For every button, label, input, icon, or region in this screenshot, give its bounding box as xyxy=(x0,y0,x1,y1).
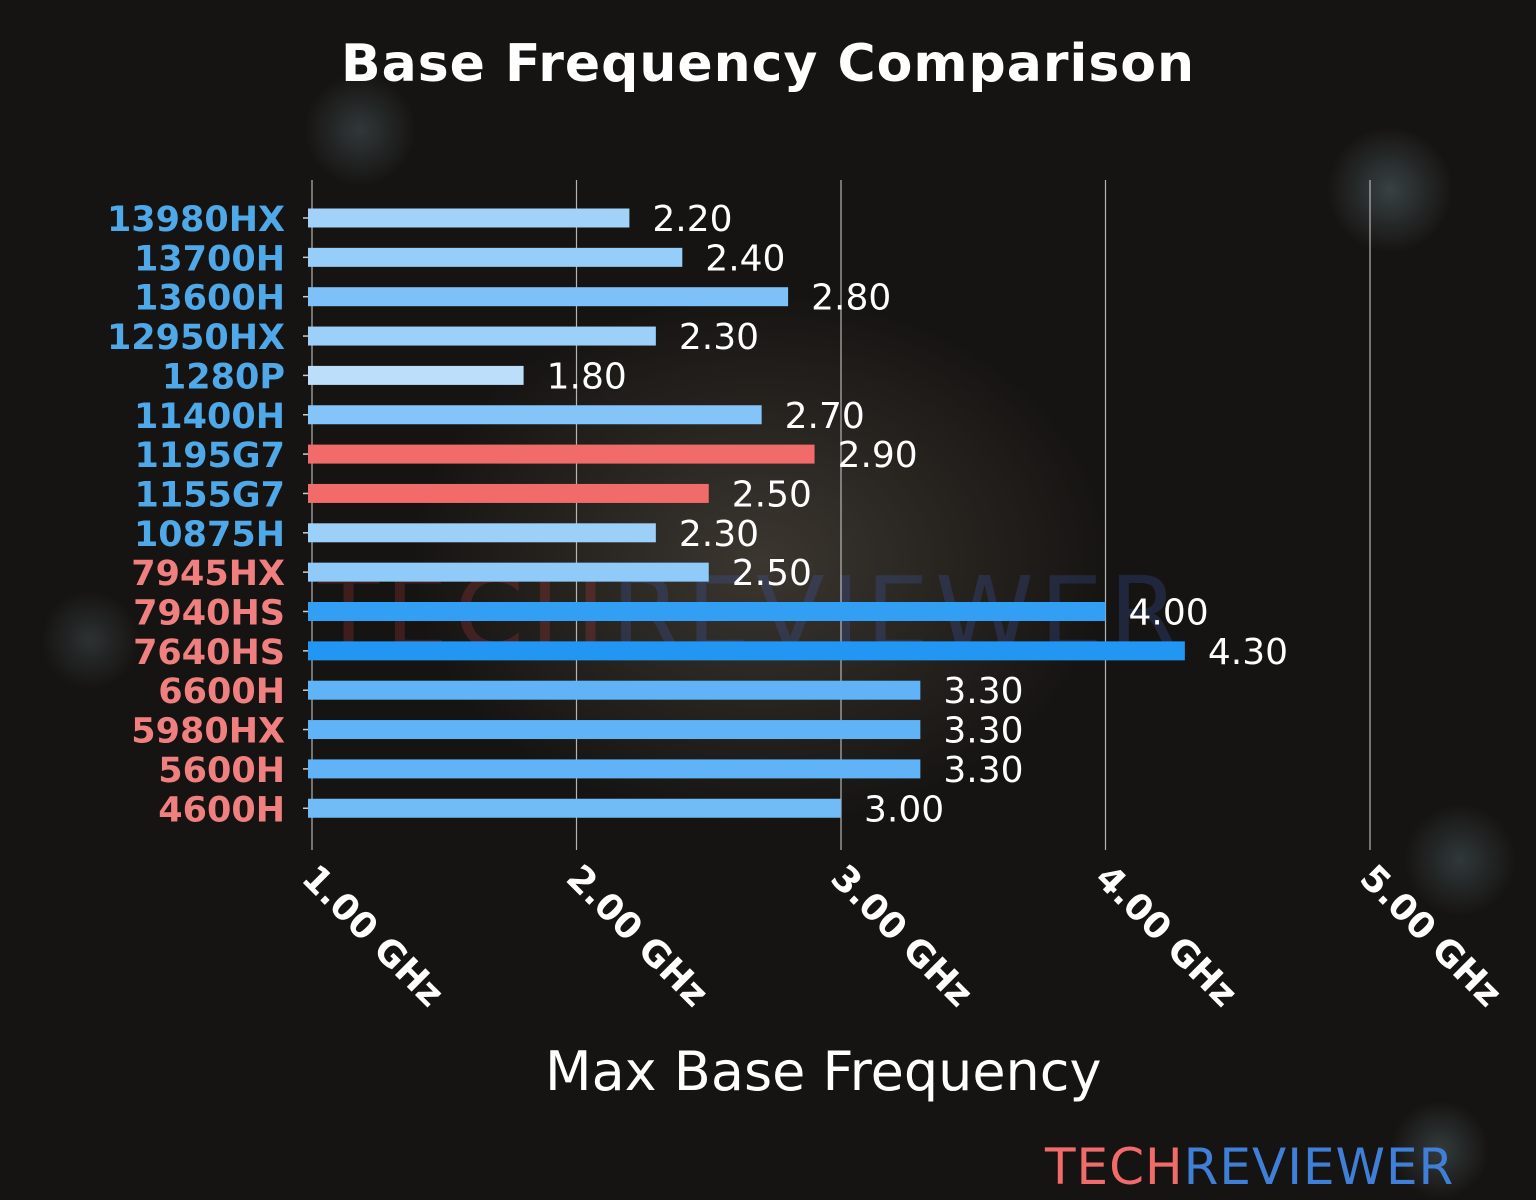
bar-11400H xyxy=(308,405,762,425)
value-label: 2.80 xyxy=(811,278,891,319)
value-label: 2.50 xyxy=(732,553,812,594)
y-tick-label: 11400H xyxy=(134,397,285,437)
bar-1195G7 xyxy=(308,444,815,464)
y-tick-label: 13700H xyxy=(134,239,285,279)
bar-13980HX xyxy=(308,208,630,228)
value-label: 2.30 xyxy=(679,514,759,555)
value-label: 2.70 xyxy=(785,396,865,437)
bar-1280P xyxy=(308,365,524,385)
value-label: 3.30 xyxy=(943,671,1023,712)
x-axis-label: Max Base Frequency xyxy=(545,1040,1102,1103)
bar-12950HX xyxy=(308,326,656,346)
bar-13600H xyxy=(308,287,789,307)
y-tick-label: 5980HX xyxy=(131,712,285,752)
y-tick-label: 4600H xyxy=(158,790,285,830)
y-tick-label: 7640HS xyxy=(133,633,285,673)
value-label: 1.80 xyxy=(547,356,627,397)
bar-6600H xyxy=(308,680,921,700)
y-tick-label: 1280P xyxy=(162,357,285,397)
value-label: 3.30 xyxy=(943,711,1023,752)
y-tick-label: 13980HX xyxy=(107,200,285,240)
bar-5600H xyxy=(308,759,921,779)
y-tick-label: 13600H xyxy=(134,279,285,319)
x-tick-label: 3.00 GHz xyxy=(823,857,981,1015)
chart-title: Base Frequency Comparison xyxy=(340,34,1196,94)
y-tick-label: 7940HS xyxy=(133,594,285,634)
y-tick-label: 5600H xyxy=(158,751,285,791)
value-label: 2.90 xyxy=(838,435,918,476)
y-tick-label: 1195G7 xyxy=(135,436,286,476)
value-label: 2.50 xyxy=(732,474,812,515)
bar-7940HS xyxy=(308,602,1106,621)
value-label: 3.30 xyxy=(943,750,1023,791)
x-tick-label: 5.00 GHz xyxy=(1352,857,1510,1015)
y-tick-label: 12950HX xyxy=(107,318,285,358)
value-label: 4.30 xyxy=(1208,632,1288,673)
bar-1155G7 xyxy=(308,483,709,503)
y-tick-label: 1155G7 xyxy=(135,475,286,515)
bar-7945HX xyxy=(308,562,709,582)
value-label: 2.30 xyxy=(679,317,759,358)
logo-part2: REVIEWER xyxy=(1183,1138,1455,1196)
value-label: 2.20 xyxy=(652,199,732,240)
techreviewer-logo: TECHREVIEWER xyxy=(1045,1138,1454,1196)
value-label: 2.40 xyxy=(705,238,785,279)
x-tick-label: 2.00 GHz xyxy=(558,857,716,1015)
bar-13700H xyxy=(308,247,683,267)
logo-part1: TECH xyxy=(1045,1138,1184,1196)
bar-4600H xyxy=(308,798,841,818)
x-tick-label: 4.00 GHz xyxy=(1087,857,1245,1015)
y-tick-label: 6600H xyxy=(158,672,285,712)
y-tick-label: 7945HX xyxy=(131,554,285,594)
bar-7640HS xyxy=(308,641,1185,661)
x-tick-label: 1.00 GHz xyxy=(294,857,452,1015)
value-label: 3.00 xyxy=(864,789,944,830)
bar-5980HX xyxy=(308,720,921,740)
value-label: 4.00 xyxy=(1129,593,1209,634)
y-tick-label: 10875H xyxy=(134,515,285,555)
bar-10875H xyxy=(308,523,656,543)
